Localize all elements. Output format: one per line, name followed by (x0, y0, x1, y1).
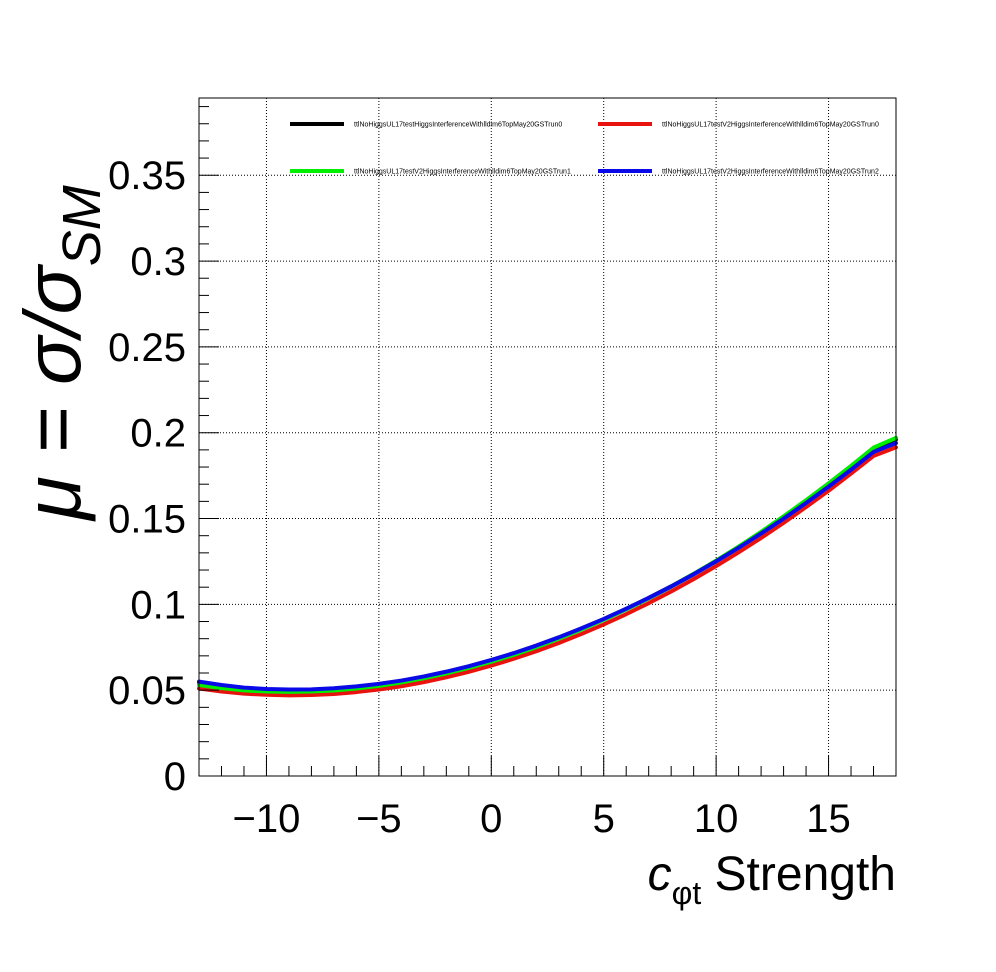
y-tick-label: 0.1 (130, 583, 186, 627)
x-tick-label: 5 (593, 797, 615, 841)
series-line (197, 441, 898, 692)
x-tick-label: 0 (480, 797, 502, 841)
y-tick-labels: 0 0.05 0.1 0.15 0.2 0.25 0.3 0.35 (108, 154, 186, 799)
x-tick-label: −5 (356, 797, 402, 841)
x-axis-label-sub: φt (672, 875, 702, 911)
x-tick-label: −10 (233, 797, 301, 841)
grid (199, 98, 896, 776)
y-axis-label: μ = σ/σSM (8, 185, 112, 522)
x-axis-label: cφt Strength (648, 848, 896, 911)
legend-label: ttlNoHiggsUL17testHiggsInterferenceWithl… (354, 122, 562, 129)
y-tick-label: 0.05 (108, 669, 186, 713)
y-tick-label: 0 (164, 755, 186, 799)
series-line (197, 445, 898, 698)
legend-label: ttlNoHiggsUL17testV2HiggsInterferenceWit… (662, 122, 879, 129)
legend-label: ttlNoHiggsUL17testV2HiggsInterferenceWit… (662, 169, 879, 176)
curves (197, 435, 898, 698)
y-axis-label-sub: SM (52, 185, 112, 266)
y-axis-label-prefix: μ = σ/σ (8, 264, 97, 522)
y-tick-label: 0.15 (108, 498, 186, 542)
ticks (198, 106, 897, 777)
x-axis-label-rest: Strength (701, 848, 896, 901)
x-tick-label: 15 (806, 797, 851, 841)
y-tick-label: 0.25 (108, 326, 186, 370)
x-axis-label-main: c (648, 848, 672, 901)
plot-frame (198, 97, 897, 777)
legend: ttlNoHiggsUL17testHiggsInterferenceWithl… (290, 122, 879, 176)
y-tick-label: 0.2 (130, 412, 186, 456)
x-tick-labels: −10 −5 0 5 10 15 (233, 797, 851, 841)
legend-label: ttlNoHiggsUL17testV2HiggsInterferenceWit… (354, 169, 571, 176)
y-tick-label: 0.35 (108, 154, 186, 198)
y-tick-label: 0.3 (130, 240, 186, 284)
x-tick-label: 10 (694, 797, 739, 841)
